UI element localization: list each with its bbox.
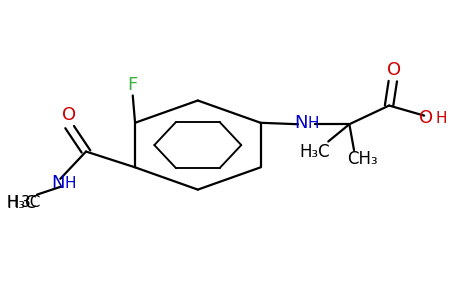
Text: H: H <box>7 195 18 210</box>
Text: N: N <box>294 114 308 132</box>
Text: H: H <box>65 176 76 191</box>
Text: F: F <box>128 76 138 93</box>
Text: H₃C: H₃C <box>299 142 329 161</box>
Text: H: H <box>436 111 447 126</box>
Text: CH₃: CH₃ <box>347 150 378 168</box>
Text: O: O <box>387 61 401 79</box>
Text: O: O <box>62 106 76 124</box>
Text: O: O <box>419 110 434 127</box>
Text: H: H <box>307 116 319 131</box>
Text: H₃C: H₃C <box>7 194 37 212</box>
Text: 3C: 3C <box>20 195 41 210</box>
Text: N: N <box>52 174 65 192</box>
